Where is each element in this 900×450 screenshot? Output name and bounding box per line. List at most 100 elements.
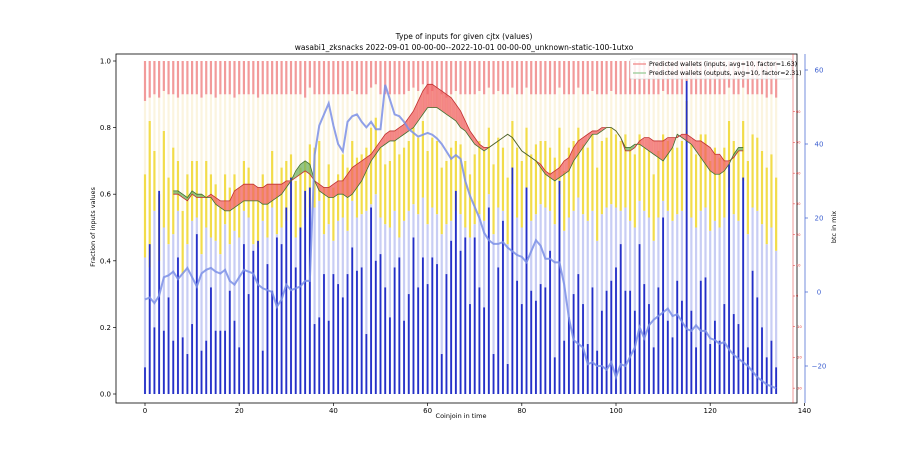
bar-yellow-segment <box>727 120 731 188</box>
bar-dark-segment <box>450 240 453 394</box>
bar-pink-segment <box>445 61 448 98</box>
bar-dark-segment <box>379 254 382 394</box>
bar-dark-segment <box>676 280 679 394</box>
bar-light-segment <box>205 227 208 394</box>
bar-light-segment <box>388 227 392 394</box>
predicted-fill-segment <box>719 154 725 175</box>
bar-pink-segment <box>421 61 424 85</box>
bar-cream-segment <box>553 94 556 158</box>
bar-pink-segment <box>426 61 429 95</box>
predicted-fill-segment <box>366 154 372 171</box>
bar-pink-segment <box>228 61 231 95</box>
bar-pink-segment <box>624 61 627 95</box>
bar-yellow-segment <box>718 157 721 228</box>
bar-cream-segment <box>756 94 759 138</box>
bar-cream-segment <box>148 97 151 121</box>
bar-dark-segment <box>148 244 151 394</box>
predicted-fill-segment <box>243 184 249 201</box>
bar-cream-segment <box>605 94 608 138</box>
bar-dark-segment <box>469 304 471 394</box>
bar-yellow-segment <box>223 174 227 225</box>
bar-cream-segment <box>242 94 246 161</box>
bar-yellow-segment <box>275 184 278 235</box>
bar-pink-segment <box>487 61 490 88</box>
bar-dark-segment <box>313 324 316 394</box>
bar-pink-segment <box>393 61 396 95</box>
bar-yellow-segment <box>374 117 377 195</box>
bar-cream-segment <box>624 94 627 135</box>
bar-yellow-segment <box>581 144 585 215</box>
bar-dark-segment <box>299 227 302 394</box>
bar-yellow-segment <box>676 147 679 215</box>
bar-cream-segment <box>275 94 278 185</box>
bar-dark-segment <box>370 207 372 394</box>
bar-dark-segment <box>652 347 655 394</box>
bar-pink-segment <box>355 61 359 95</box>
bar-dark-segment <box>210 287 212 394</box>
bar-yellow-segment <box>332 187 335 241</box>
bar-cream-segment <box>205 94 208 161</box>
predicted-fill-segment <box>234 187 240 208</box>
predicted-fill-segment <box>653 140 659 158</box>
bar-yellow-segment <box>666 140 669 211</box>
predicted-fill-segment <box>578 137 584 155</box>
bar-dark-segment <box>572 294 575 394</box>
bar-pink-segment <box>285 61 288 95</box>
y3-tick-label: 40 <box>796 171 800 175</box>
bar-yellow-segment <box>369 127 373 205</box>
bar-yellow-segment <box>454 140 457 211</box>
bar-yellow-segment <box>605 137 608 208</box>
bar-cream-segment <box>172 94 175 148</box>
predicted-fill-segment <box>210 194 216 205</box>
bar-dark-segment <box>558 180 561 394</box>
bar-yellow-segment <box>384 164 387 225</box>
predicted-fill-segment <box>540 164 546 175</box>
bar-dark-segment <box>318 317 321 394</box>
predicted-fill-segment <box>305 160 310 175</box>
predicted-fill-segment <box>323 187 329 198</box>
predicted-fill-segment <box>648 137 654 155</box>
bar-pink-segment <box>459 61 462 95</box>
bar-cream-segment <box>723 94 726 148</box>
predicted-fill-segment <box>385 130 390 145</box>
bar-pink-segment <box>365 61 368 95</box>
y-tick-label: 0.4 <box>100 257 112 265</box>
bar-dark-segment <box>214 330 217 394</box>
bar-dark-segment <box>285 207 288 394</box>
predicted-fill-segment <box>338 180 343 195</box>
bar-cream-segment <box>191 94 194 161</box>
bar-cream-segment <box>384 94 387 165</box>
bar-dark-segment <box>393 267 396 394</box>
bar-dark-segment <box>535 300 537 394</box>
bar-yellow-segment <box>525 127 528 188</box>
predicted-fill-segment <box>262 184 268 205</box>
bar-pink-segment <box>299 61 302 95</box>
predicted-fill-segment <box>300 160 306 175</box>
bar-pink-segment <box>313 61 316 95</box>
predicted-fill-segment <box>696 140 701 158</box>
predicted-fill-segment <box>342 174 348 198</box>
bar-pink-segment <box>266 61 269 95</box>
bar-light-segment <box>760 224 764 394</box>
bar-cream-segment <box>200 97 203 195</box>
bar-dark-segment <box>775 367 778 394</box>
bar-light-segment <box>586 220 589 394</box>
bar-yellow-segment <box>153 150 156 211</box>
bar-dark-segment <box>742 177 745 394</box>
bar-dark-segment <box>412 237 415 394</box>
bar-cream-segment <box>539 94 542 141</box>
predicted-fill-segment <box>220 200 226 211</box>
bar-cream-segment <box>318 94 321 141</box>
bar-pink-segment <box>497 61 500 91</box>
bar-yellow-segment <box>647 150 651 218</box>
bar-pink-segment <box>619 61 622 95</box>
bar-yellow-segment <box>652 174 655 241</box>
bar-yellow-segment <box>167 177 170 245</box>
bar-light-segment <box>181 274 184 394</box>
y3-tick-label: 30 <box>796 202 800 206</box>
bar-dark-segment <box>233 320 236 394</box>
bar-yellow-segment <box>379 147 382 218</box>
bar-yellow-segment <box>530 154 533 221</box>
bar-cream-segment <box>435 87 439 141</box>
bar-pink-segment <box>544 61 547 95</box>
